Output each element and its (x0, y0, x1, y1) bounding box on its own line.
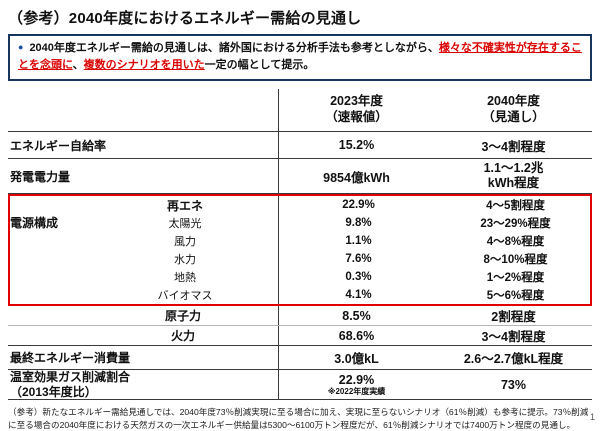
bullet-icon: ● (18, 42, 24, 52)
table-header-row: 2023年度 （速報値） 2040年度 （見通し） (8, 87, 592, 131)
note-text-normal-2: 、 (72, 59, 84, 72)
table-row-ghg-reduction: 温室効果ガス削減割合 （2013年度比） 22.9% ※2022年度実績 73% (8, 369, 592, 401)
value-2023-note: ※2022年度実績 (327, 386, 386, 396)
value-2040: 23～29%程度 (480, 218, 551, 231)
table-row-nuclear: 原子力 8.5% 2割程度 (8, 306, 592, 325)
value-2023: 4.1% (345, 289, 372, 302)
table-row-geothermal: 地熱 0.3% 1～2%程度 (10, 268, 590, 286)
page-number: 1 (589, 412, 595, 422)
value-2040: 5～6%程度 (486, 290, 545, 303)
value-2023: 8.5% (342, 308, 371, 323)
value-2023: 1.1% (345, 235, 372, 248)
row-label: 再エネ (166, 198, 203, 213)
table-row-biomass: バイオマス 4.1% 5～6%程度 (10, 286, 590, 304)
power-mix-label: 電源構成 (10, 216, 59, 231)
row-label: バイオマス (157, 290, 213, 303)
value-2023: 0.3% (345, 271, 372, 284)
value-2040: 1～2%程度 (486, 272, 545, 285)
header-2040: 2040年度 （見通し） (435, 93, 592, 126)
page-title: （参考）2040年度におけるエネルギー需給の見通し (8, 10, 362, 27)
row-label: 最終エネルギー消費量 (10, 351, 131, 366)
row-label: 発電電力量 (10, 169, 71, 184)
value-2023: 68.6% (338, 328, 375, 343)
row-label: 水力 (174, 254, 196, 267)
value-2040: 4～8%程度 (486, 236, 545, 249)
value-2023: 22.9% ※2022年度実績 (278, 373, 435, 397)
row-label: 原子力 (164, 309, 201, 324)
value-2023: 22.9% (342, 199, 375, 212)
row-label: 風力 (174, 236, 196, 249)
value-2040: 3～4割程度 (481, 139, 546, 154)
table-row-final-consumption: 最終エネルギー消費量 3.0億kL 2.6～2.7億kL程度 (8, 345, 592, 369)
value-2040: 73% (500, 377, 527, 392)
table-row-wind: 風力 1.1% 4～8%程度 (10, 232, 590, 250)
value-2040: 4～5割程度 (486, 200, 545, 213)
value-2023: 3.0億kL (334, 352, 379, 367)
renewables-highlight-box: 再エネ 22.9% 4～5割程度 太陽光 9.8% 23～29%程度 風力 1.… (8, 194, 592, 307)
table-row-thermal: 火力 68.6% 3～4割程度 (8, 325, 592, 345)
header-2040-line1: 2040年度 (487, 93, 540, 108)
value-2023-main: 22.9% (338, 372, 375, 387)
row-label: エネルギー自給率 (10, 138, 107, 153)
table-row-self-sufficiency: エネルギー自給率 15.2% 3～4割程度 (8, 131, 592, 158)
value-2040-line2: kWh程度 (487, 176, 540, 191)
row-label-line2: （2013年度比） (10, 384, 97, 399)
header-2023-line2: （速報値） (325, 110, 388, 125)
row-label: 火力 (170, 329, 195, 344)
value-2040: 2割程度 (491, 310, 536, 325)
row-label: 地熱 (174, 272, 196, 285)
value-2040: 3～4割程度 (481, 330, 546, 345)
value-2023: 7.6% (345, 253, 372, 266)
value-2040-line1: 1.1～1.2兆 (483, 161, 544, 176)
value-2040: 2.6～2.7億kL程度 (463, 352, 564, 367)
value-2040: 8～10%程度 (483, 254, 548, 267)
row-label-line1: 温室効果ガス削減割合 (10, 370, 131, 385)
table-row-renewables: 再エネ 22.9% 4～5割程度 (10, 196, 590, 214)
row-label: 太陽光 (168, 218, 202, 231)
outlook-table: 2023年度 （速報値） 2040年度 （見通し） エネルギー自給率 15.2%… (8, 87, 592, 401)
header-2040-line2: （見通し） (482, 110, 545, 125)
footnote: （参考）新たなエネルギー需給見通しでは、2040年度73％削減実現に至る場合に加… (8, 407, 589, 430)
table-row-hydro: 水力 7.6% 8～10%程度 (10, 250, 590, 268)
note-text-normal-3: 一定の幅として提示。 (204, 59, 315, 72)
note-text-red-1: 様々な不確実性が存在することを念頭に (18, 42, 582, 72)
value-2040: 1.1～1.2兆 kWh程度 (435, 161, 592, 191)
summary-note-box: ● 2040年度エネルギー需給の見通しは、諸外国における分析手法も参考としながら、… (8, 34, 592, 82)
value-2023: 9854億kWh (323, 170, 390, 185)
table-row-generation: 発電電力量 9854億kWh 1.1～1.2兆 kWh程度 (8, 158, 592, 193)
power-mix-section: 電源構成 再エネ 22.9% 4～5割程度 太陽光 9.8% 23～29%程度 … (8, 193, 592, 345)
header-2023: 2023年度 （速報値） (278, 93, 435, 126)
table-vertical-divider (278, 89, 279, 401)
value-2023: 15.2% (338, 138, 375, 153)
row-label: 温室効果ガス削減割合 （2013年度比） (8, 370, 278, 399)
note-text-red-2: 複数のシナリオを用いた (83, 59, 205, 72)
value-2023: 9.8% (345, 217, 372, 230)
note-text-normal-1: 2040年度エネルギー需給の見通しは、諸外国における分析手法も参考としながら、 (29, 42, 439, 54)
table-row-solar: 太陽光 9.8% 23～29%程度 (10, 214, 590, 232)
header-2023-line1: 2023年度 (330, 93, 383, 108)
